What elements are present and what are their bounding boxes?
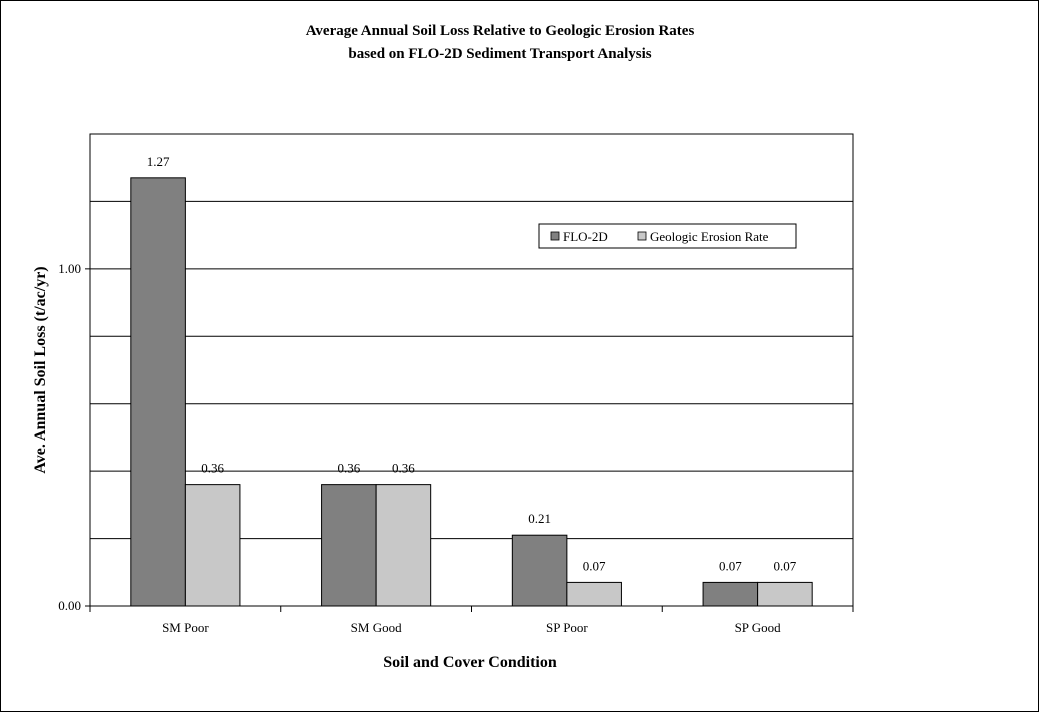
data-label-series-0-3: 0.07 [719,558,742,573]
legend-label-flo2d: FLO-2D [563,229,608,244]
bar-series-1-2 [566,581,622,607]
data-label-series-1-2: 0.07 [583,558,606,573]
bar-series-1-3 [757,581,813,607]
legend-swatch-flo2d [550,231,560,241]
bar-series-1-1 [375,484,432,607]
x-tick-label-0: SM Poor [162,620,209,635]
x-tick-label-3: SP Good [735,620,782,635]
bar-series-0-1 [321,484,377,607]
legend-swatch-geologic [637,231,647,241]
bar-series-0-0 [130,177,186,607]
bar-series-1-0 [184,484,241,607]
legend: FLO-2D Geologic Erosion Rate [538,223,797,249]
data-label-series-0-1: 0.36 [337,461,360,476]
legend-label-geologic: Geologic Erosion Rate [650,229,769,244]
data-labels: 1.27 0.36 0.21 0.07 0.36 0.36 0.07 0.07 [147,154,797,574]
gridlines [90,200,853,540]
data-label-series-0-0: 1.27 [147,154,170,169]
bars [130,177,813,607]
bar-series-0-2 [511,534,568,607]
data-label-series-1-1: 0.36 [392,461,415,476]
x-tick-label-2: SP Poor [546,620,588,635]
chart-subtitle: based on FLO-2D Sediment Transport Analy… [348,46,651,62]
x-tick-label-1: SM Good [351,620,402,635]
axis-ticks: 0.00 1.00 SM Poor SM Good SP Poor SP Good [58,261,854,635]
legend-box [538,223,797,249]
y-axis-title: Ave. Annual Soil Loss (t/ac/yr) [32,266,49,473]
bar-series-0-3 [702,581,759,607]
y-tick-label-0: 0.00 [58,598,81,613]
y-tick-label-1: 1.00 [58,261,81,276]
chart-title: Average Annual Soil Loss Relative to Geo… [306,23,695,39]
data-label-series-1-3: 0.07 [774,558,797,573]
data-label-series-0-2: 0.21 [528,511,551,526]
data-label-series-1-0: 0.36 [201,461,224,476]
x-axis-title: Soil and Cover Condition [383,654,557,671]
